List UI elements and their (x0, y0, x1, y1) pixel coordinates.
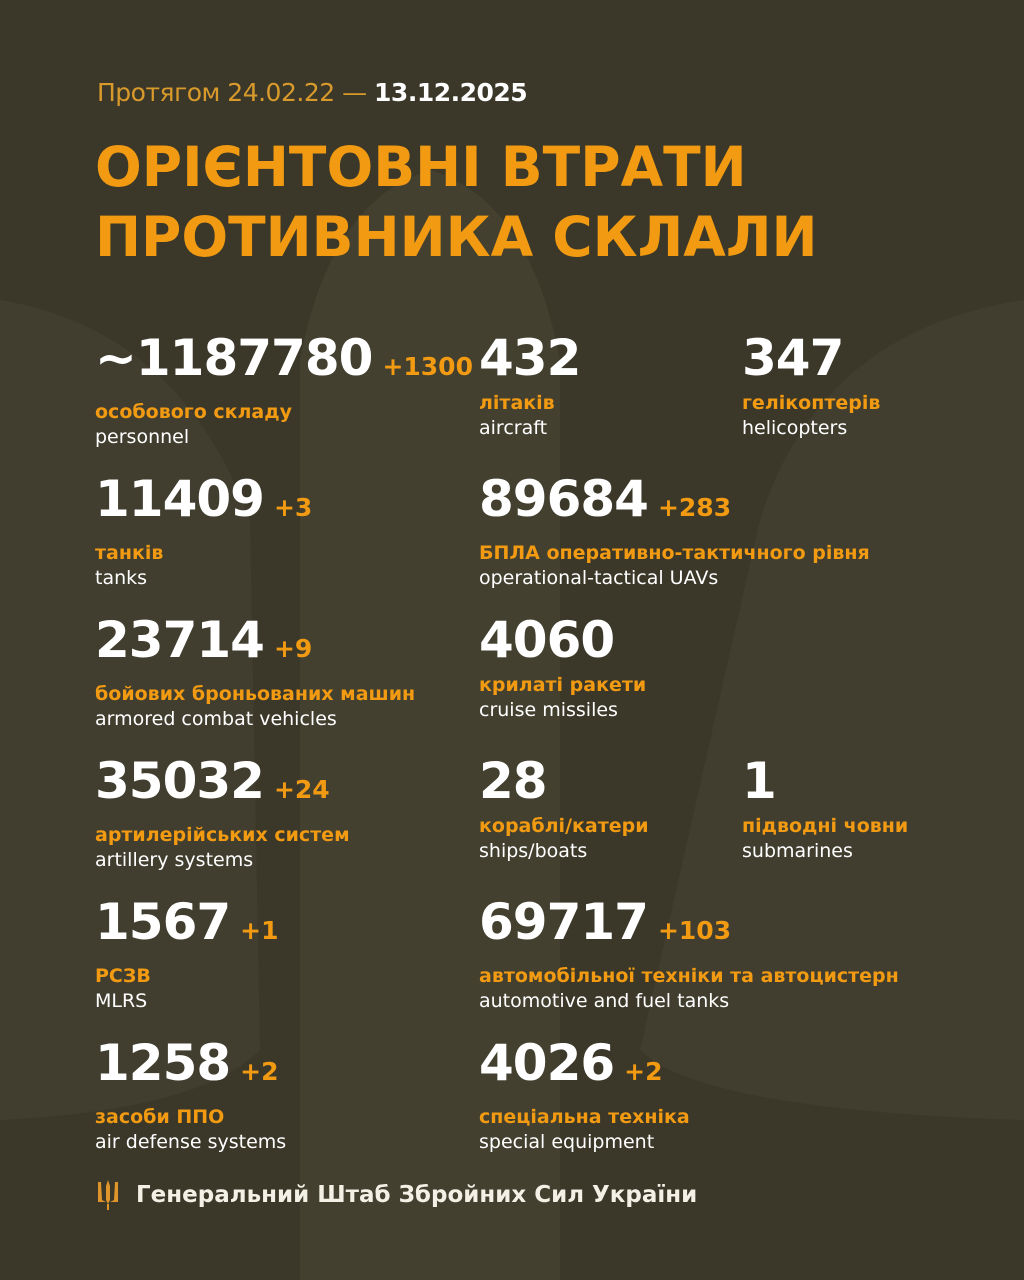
stat-label-en: artillery systems (95, 849, 254, 871)
stat-delta: +2 (624, 1057, 663, 1086)
stat-armored-combat-vehicles: 23714 +9 бойових броньованих машин armore… (95, 614, 415, 730)
stat-air-defense-systems: 1258 +2 засоби ППО air defense systems (95, 1037, 286, 1153)
stat-value: 23714 +9 (95, 614, 415, 675)
stat-value: 1 (742, 755, 908, 807)
footer: Генеральний Штаб Збройних Сил України (96, 1180, 697, 1210)
stat-label-ua: танків (95, 542, 164, 564)
stat-delta: +2 (240, 1057, 279, 1086)
stat-total: 89684 (479, 470, 649, 528)
stat-personnel: ~1187780 +1300 особового складу personnel (95, 332, 473, 448)
stat-operational-tactical-uavs: 89684 +283 БПЛА оперативно-тактичного рів… (479, 473, 870, 589)
period-subtitle: Протягом 24.02.22 — 13.12.2025 (97, 78, 528, 107)
stat-label-ua: спеціальна техніка (479, 1106, 690, 1128)
stat-aircraft: 432 літаків aircraft (479, 329, 581, 439)
stat-delta: +283 (657, 493, 732, 522)
stat-label-en: tanks (95, 567, 148, 589)
stat-delta: +1300 (382, 352, 473, 381)
stat-submarines: 1 підводні човни submarines (742, 755, 908, 862)
stat-label-en: air defense systems (95, 1131, 287, 1153)
stat-total: 4026 (479, 1034, 615, 1092)
stat-total: 69717 (479, 893, 649, 951)
stat-delta: +3 (273, 493, 313, 522)
stat-mlrs: 1567 +1 РСЗВ MLRS (95, 896, 279, 1012)
stat-total: 35032 (95, 752, 265, 810)
stat-label-en: submarines (742, 840, 853, 862)
stat-value: 28 (479, 755, 649, 807)
stat-label-en: personnel (95, 426, 190, 448)
page-title: ОРІЄНТОВНІ ВТРАТИ ПРОТИВНИКА СКЛАЛИ (95, 132, 818, 272)
title-line-2: ПРОТИВНИКА СКЛАЛИ (95, 205, 818, 269)
stat-label-ua: підводні човни (742, 815, 909, 837)
stat-label-ua: крилаті ракети (479, 674, 647, 696)
stat-label-en: cruise missiles (479, 699, 618, 721)
stat-value: 11409 +3 (95, 473, 312, 534)
stat-value: ~1187780 +1300 (95, 332, 473, 393)
stat-delta: +24 (273, 775, 330, 804)
period-start: Протягом 24.02.22 — (97, 78, 367, 107)
stat-label-ua: засоби ППО (95, 1106, 225, 1128)
stat-total: 4060 (479, 611, 615, 669)
stat-label-ua: особового складу (95, 401, 292, 423)
stat-label-ua: артилерійських систем (95, 824, 350, 846)
stat-value: 347 (742, 332, 880, 384)
stat-total: 28 (479, 752, 548, 810)
footer-text: Генеральний Штаб Збройних Сил України (136, 1182, 698, 1208)
stat-label-ua: кораблі/катери (479, 815, 649, 837)
stat-value: 1258 +2 (95, 1037, 286, 1098)
stat-label-ua: бойових броньованих машин (95, 683, 416, 705)
stat-total: 11409 (95, 470, 265, 528)
stat-label-ua: автомобільної техніки та автоцистерн (479, 965, 899, 987)
stat-label-en: helicopters (742, 417, 848, 439)
stat-label-en: automotive and fuel tanks (479, 990, 730, 1012)
stat-value: 4060 (479, 614, 646, 666)
stat-cruise-missiles: 4060 крилаті ракети cruise missiles (479, 614, 646, 721)
stat-label-ua: БПЛА оперативно-тактичного рівня (479, 542, 870, 564)
stat-value: 69717 +103 (479, 896, 899, 957)
stat-label-en: armored combat vehicles (95, 708, 337, 730)
stat-delta: +9 (273, 634, 313, 663)
stat-total: ~1187780 (95, 329, 373, 387)
title-line-1: ОРІЄНТОВНІ ВТРАТИ (95, 135, 747, 199)
stat-helicopters: 347 гелікоптерів helicopters (742, 332, 880, 439)
stat-tanks: 11409 +3 танків tanks (95, 473, 312, 589)
stat-label-ua: літаків (479, 392, 555, 414)
stat-total: 432 (479, 329, 581, 387)
stat-ships-boats: 28 кораблі/катери ships/boats (479, 755, 649, 862)
stat-label-ua: РСЗВ (95, 965, 151, 987)
stat-total: 1258 (95, 1034, 231, 1092)
stat-value: 35032 +24 (95, 755, 350, 816)
stat-value: 432 (479, 329, 581, 387)
period-end-date: 13.12.2025 (374, 78, 528, 107)
stat-total: 23714 (95, 611, 265, 669)
stat-total: 1567 (95, 893, 231, 951)
stat-value: 89684 +283 (479, 473, 870, 534)
stat-label-en: operational-tactical UAVs (479, 567, 719, 589)
stat-label-en: special equipment (479, 1131, 655, 1153)
stat-total: 347 (742, 329, 844, 387)
trident-icon (98, 1180, 118, 1210)
stat-value: 4026 +2 (479, 1037, 690, 1098)
stat-total: 1 (742, 752, 777, 810)
stat-delta: +103 (657, 916, 732, 945)
stat-label-en: aircraft (479, 417, 548, 439)
stat-value: 1567 +1 (95, 896, 279, 957)
stat-label-en: ships/boats (479, 840, 588, 862)
stat-label-ua: гелікоптерів (742, 392, 881, 414)
stat-delta: +1 (240, 916, 279, 945)
stat-automotive-and-fuel-tanks: 69717 +103 автомобільної техніки та автоц… (479, 896, 899, 1012)
stat-special-equipment: 4026 +2 спеціальна техніка special equipm… (479, 1037, 690, 1153)
stat-label-en: MLRS (95, 990, 148, 1012)
stat-artillery-systems: 35032 +24 артилерійських систем artillery… (95, 755, 350, 871)
